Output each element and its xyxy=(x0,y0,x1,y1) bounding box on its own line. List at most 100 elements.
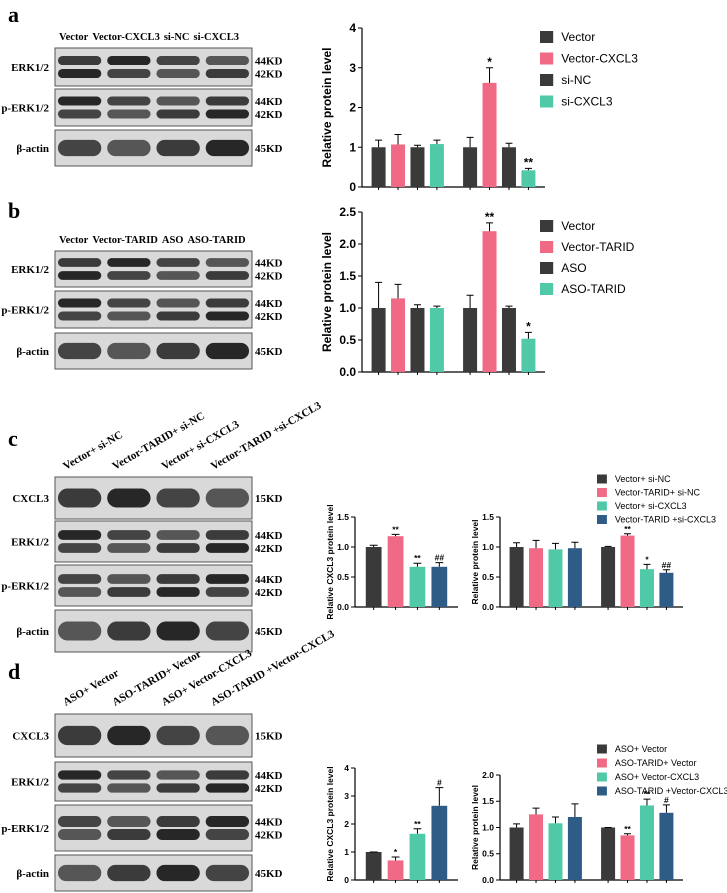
y-tick-label: 1 xyxy=(344,847,349,857)
band xyxy=(107,271,151,280)
y-tick-label: 1.0 xyxy=(482,542,494,552)
legend-swatch xyxy=(540,52,554,65)
error-bar xyxy=(433,139,441,145)
band xyxy=(57,139,102,157)
lane-label: Vector-TARID xyxy=(92,235,158,246)
band xyxy=(57,725,102,746)
bar xyxy=(639,805,654,880)
legend-label: ASO-TARID +Vector-CXCL3 xyxy=(615,786,727,796)
bar xyxy=(482,231,497,372)
bar xyxy=(463,147,478,187)
bar xyxy=(620,835,635,880)
bar xyxy=(463,308,478,372)
error-bar xyxy=(604,545,612,547)
size-label: 44KD xyxy=(255,298,283,310)
error-bar xyxy=(391,533,400,537)
band xyxy=(156,139,200,157)
band xyxy=(107,311,151,321)
size-label: 42KD xyxy=(255,543,283,555)
significance: * xyxy=(394,847,398,857)
size-label: 44KD xyxy=(255,56,283,68)
significance: ** xyxy=(485,210,495,224)
band xyxy=(156,828,200,841)
band xyxy=(156,298,200,308)
significance: # xyxy=(664,795,669,805)
lane-label: Vector xyxy=(59,235,89,246)
error-bar xyxy=(413,562,422,567)
error-bar xyxy=(505,142,513,148)
legend-swatch xyxy=(540,283,554,295)
bar xyxy=(509,547,524,607)
bar xyxy=(601,547,616,607)
legend-swatch xyxy=(597,515,607,524)
legend-swatch xyxy=(540,241,554,253)
legend-label: Vector+ si-CXCL3 xyxy=(615,501,687,511)
legend-swatch xyxy=(540,262,554,274)
size-label: 42KD xyxy=(255,830,283,842)
band xyxy=(205,271,250,280)
band xyxy=(205,815,250,828)
legend-label: Vector-TARID +si-CXCL3 xyxy=(615,515,716,525)
bar xyxy=(548,823,563,880)
error-bar xyxy=(624,533,632,536)
band xyxy=(205,783,250,793)
error-bar xyxy=(413,304,421,308)
bar xyxy=(387,860,404,880)
bar xyxy=(410,147,425,187)
band xyxy=(107,543,151,553)
legend-label: ASO-TARID xyxy=(561,282,626,296)
y-axis-label: Relative protein level xyxy=(320,47,334,167)
bar xyxy=(409,833,426,880)
y-tick-label: 1.5 xyxy=(337,512,349,522)
row-label: ERK1/2 xyxy=(11,777,49,789)
lane-label: ASO+ Vector-CXCL3 xyxy=(160,647,255,709)
bar xyxy=(501,147,516,187)
band xyxy=(107,96,151,106)
band xyxy=(156,96,200,106)
error-bar xyxy=(466,294,474,308)
row-label: p-ERK1/2 xyxy=(1,823,49,835)
error-bar xyxy=(643,798,651,806)
row-label: ERK1/2 xyxy=(11,62,49,74)
size-label: 44KD xyxy=(255,258,283,270)
band xyxy=(107,109,151,119)
band xyxy=(107,587,151,597)
legend-swatch xyxy=(540,220,554,232)
row-label: p-ERK1/2 xyxy=(1,103,49,115)
bar xyxy=(501,308,516,372)
band xyxy=(156,271,200,280)
y-tick-label: 0.5 xyxy=(482,849,494,859)
band xyxy=(156,864,200,882)
band xyxy=(57,543,102,553)
size-label: 45KD xyxy=(255,868,283,880)
band xyxy=(107,488,151,508)
blot-strip xyxy=(54,564,253,607)
significance: ** xyxy=(524,155,534,169)
band xyxy=(156,311,200,321)
legend-label: si-NC xyxy=(561,73,591,87)
significance: * xyxy=(526,319,531,333)
legend-label: Vector-TARID+ si-NC xyxy=(615,488,701,498)
band xyxy=(156,770,200,780)
significance: ## xyxy=(435,553,445,563)
band xyxy=(156,342,200,360)
band xyxy=(107,258,151,267)
band xyxy=(156,488,200,508)
error-bar xyxy=(624,833,632,836)
y-tick-label: 0.0 xyxy=(337,602,349,612)
row-label: CXCL3 xyxy=(12,731,49,743)
lane-label: Vector-CXCL3 xyxy=(92,32,159,43)
band xyxy=(107,55,151,66)
band xyxy=(205,574,250,584)
legend-swatch xyxy=(597,488,607,497)
band xyxy=(205,770,250,780)
band xyxy=(107,725,151,746)
band xyxy=(57,770,102,780)
band xyxy=(156,55,200,66)
legend-label: Vector-CXCL3 xyxy=(561,52,638,66)
legend-swatch xyxy=(597,501,607,511)
band xyxy=(156,258,200,267)
y-tick-label: 2.0 xyxy=(339,237,356,251)
bar xyxy=(391,298,406,372)
band xyxy=(57,271,102,280)
